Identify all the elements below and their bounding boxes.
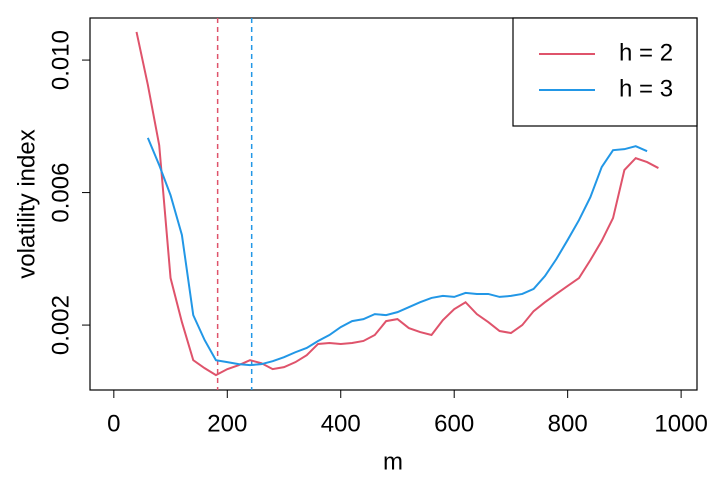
x-axis-label: m	[383, 448, 403, 475]
y-tick-label: 0.010	[47, 30, 74, 90]
y-tick-label: 0.002	[47, 295, 74, 355]
series-line	[146, 137, 648, 367]
x-tick-label: 400	[321, 410, 361, 437]
legend-label: h = 3	[619, 75, 673, 102]
legend-label: h = 2	[619, 39, 673, 66]
y-tick-label: 0.006	[47, 163, 74, 223]
x-tick-label: 0	[107, 410, 120, 437]
series-line	[135, 31, 659, 377]
y-axis-label: volatility index	[13, 129, 40, 278]
x-tick-label: 800	[548, 410, 588, 437]
legend-box	[512, 17, 698, 127]
x-tick-label: 600	[434, 410, 474, 437]
x-tick-label: 200	[207, 410, 247, 437]
x-tick-label: 1000	[654, 410, 707, 437]
